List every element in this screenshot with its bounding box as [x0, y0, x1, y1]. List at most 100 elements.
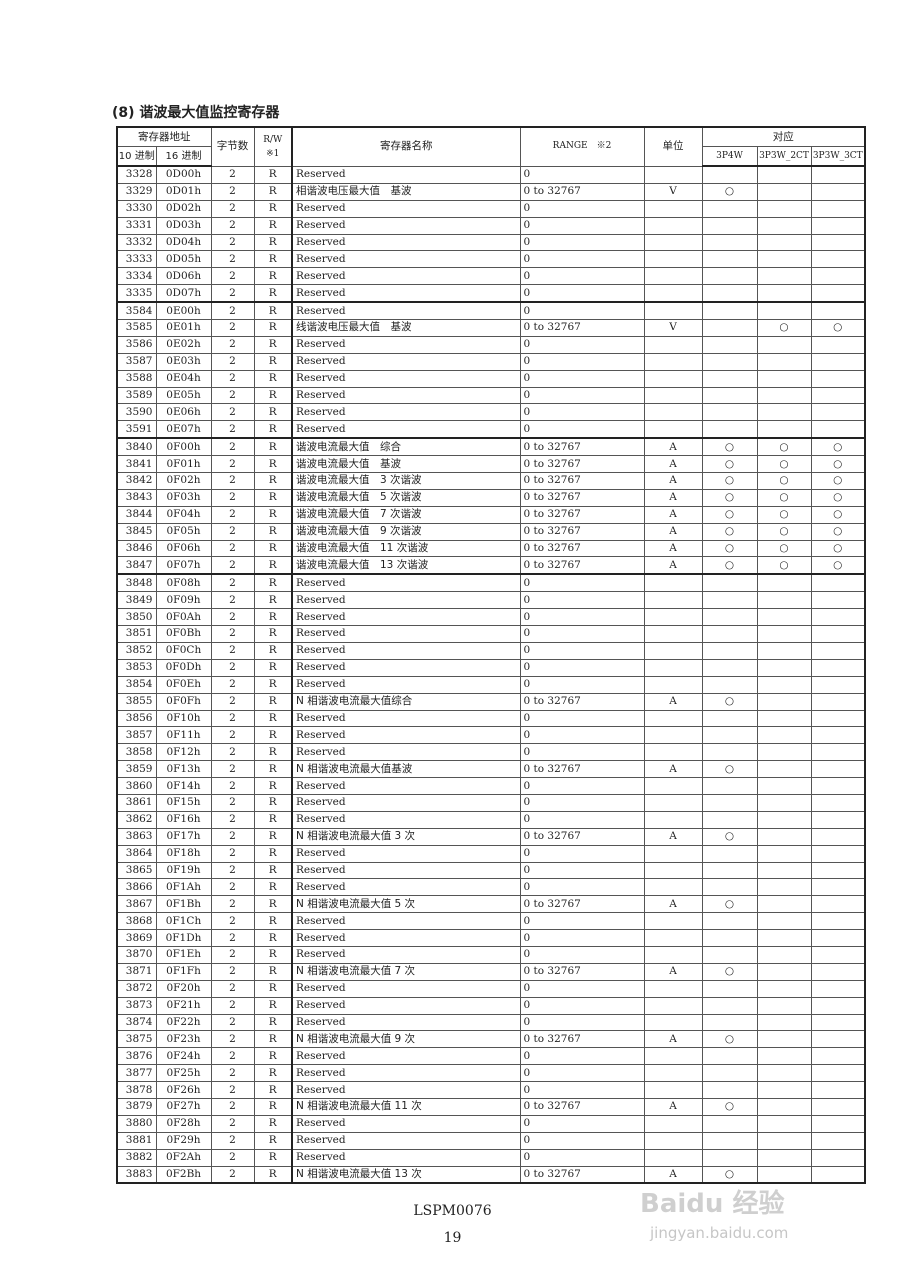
support-3p3w-2ct — [756, 369, 812, 388]
register-name: Reserved — [291, 793, 521, 812]
support-3p3w-2ct — [756, 658, 812, 677]
table-row: 3584 0E00h 2 R Reserved 0 — [116, 301, 866, 321]
support-3p4w — [701, 878, 758, 897]
table-row: 3866 0F1Ah 2 R Reserved 0 — [116, 878, 866, 897]
byte-count: 2 — [210, 216, 255, 235]
support-3p3w-3ct — [810, 1013, 866, 1032]
support-3p3w-3ct: ○ — [810, 556, 866, 575]
unit — [643, 386, 703, 405]
hex-address: 0F2Bh — [155, 1165, 212, 1184]
unit — [643, 1148, 703, 1167]
support-3p4w: ○ — [701, 522, 758, 541]
unit — [643, 1131, 703, 1150]
unit — [643, 1013, 703, 1032]
unit — [643, 709, 703, 728]
support-3p3w-3ct — [810, 216, 866, 235]
range: 0 — [519, 743, 645, 762]
dec-address: 3864 — [116, 844, 157, 863]
register-name: Reserved — [291, 284, 521, 303]
byte-count: 2 — [210, 692, 255, 711]
dec-address: 3330 — [116, 199, 157, 218]
table-row: 3329 0D01h 2 R 相谐波电压最大值 基波 0 to 32767 V ○ — [116, 182, 866, 201]
unit — [643, 1047, 703, 1066]
rw: R — [253, 793, 293, 812]
hex-address: 0F1Dh — [155, 929, 212, 947]
support-3p4w — [701, 810, 758, 829]
document-code: LSPM0076 — [413, 1203, 492, 1219]
support-3p4w — [701, 675, 758, 694]
table-row: 3869 0F1Dh 2 R Reserved 0 — [116, 929, 866, 947]
support-3p3w-3ct — [810, 1030, 866, 1049]
hex-address: 0E04h — [155, 369, 212, 388]
support-3p4w: ○ — [701, 539, 758, 558]
dec-address: 3879 — [116, 1097, 157, 1116]
support-3p4w: ○ — [701, 760, 758, 779]
byte-count: 2 — [210, 929, 255, 947]
support-3p3w-3ct — [810, 1131, 866, 1150]
range: 0 to 32767 — [519, 522, 645, 541]
byte-count: 2 — [210, 1148, 255, 1167]
support-3p3w-2ct — [756, 233, 812, 252]
hex-address: 0F00h — [155, 437, 212, 457]
range: 0 to 32767 — [519, 505, 645, 524]
byte-count: 2 — [210, 777, 255, 795]
support-3p3w-3ct — [810, 760, 866, 779]
unit — [643, 861, 703, 880]
range: 0 — [519, 420, 645, 439]
support-3p3w-2ct — [756, 895, 812, 914]
support-3p3w-2ct — [756, 912, 812, 931]
hex-address: 0F0Dh — [155, 658, 212, 677]
dec-address: 3860 — [116, 777, 157, 795]
hex-address: 0D02h — [155, 199, 212, 218]
support-3p3w-3ct: ○ — [810, 539, 866, 558]
unit: A — [643, 962, 703, 981]
byte-count: 2 — [210, 335, 255, 354]
range: 0 — [519, 1013, 645, 1032]
dec-address: 3590 — [116, 403, 157, 422]
dec-address: 3863 — [116, 827, 157, 846]
byte-count: 2 — [210, 472, 255, 490]
hex-address: 0E07h — [155, 420, 212, 439]
hex-address: 0F09h — [155, 591, 212, 610]
support-3p4w: ○ — [701, 556, 758, 575]
rw: R — [253, 301, 293, 321]
range: 0 to 32767 — [519, 319, 645, 337]
byte-count: 2 — [210, 352, 255, 371]
register-name: Reserved — [291, 1047, 521, 1066]
header-range: RANGE ※2 — [519, 126, 645, 167]
support-3p4w — [701, 1081, 758, 1099]
dec-address: 3845 — [116, 522, 157, 541]
support-3p3w-3ct: ○ — [810, 472, 866, 490]
hex-address: 0F02h — [155, 472, 212, 490]
support-3p3w-3ct — [810, 591, 866, 610]
unit — [643, 945, 703, 964]
support-3p3w-3ct — [810, 1064, 866, 1083]
page-number: 19 — [443, 1230, 462, 1246]
unit — [643, 1081, 703, 1099]
rw: R — [253, 335, 293, 354]
byte-count: 2 — [210, 810, 255, 829]
header-bytes: 字节数 — [210, 126, 255, 167]
dec-address: 3881 — [116, 1131, 157, 1150]
support-3p4w — [701, 267, 758, 286]
support-3p3w-3ct — [810, 726, 866, 745]
hex-address: 0F25h — [155, 1064, 212, 1083]
unit — [643, 878, 703, 897]
range: 0 — [519, 878, 645, 897]
support-3p3w-2ct — [756, 1148, 812, 1167]
byte-count: 2 — [210, 1030, 255, 1049]
support-3p4w — [701, 1131, 758, 1150]
unit — [643, 301, 703, 321]
rw: R — [253, 675, 293, 694]
dec-address: 3871 — [116, 962, 157, 981]
rw: R — [253, 878, 293, 897]
support-3p3w-2ct: ○ — [756, 455, 812, 474]
section-title: (8) 谐波最大值监控寄存器 — [112, 105, 280, 121]
rw: R — [253, 844, 293, 863]
unit: A — [643, 760, 703, 779]
support-3p4w — [701, 929, 758, 947]
support-3p4w — [701, 979, 758, 998]
register-name: Reserved — [291, 844, 521, 863]
hex-address: 0F1Fh — [155, 962, 212, 981]
unit — [643, 912, 703, 931]
